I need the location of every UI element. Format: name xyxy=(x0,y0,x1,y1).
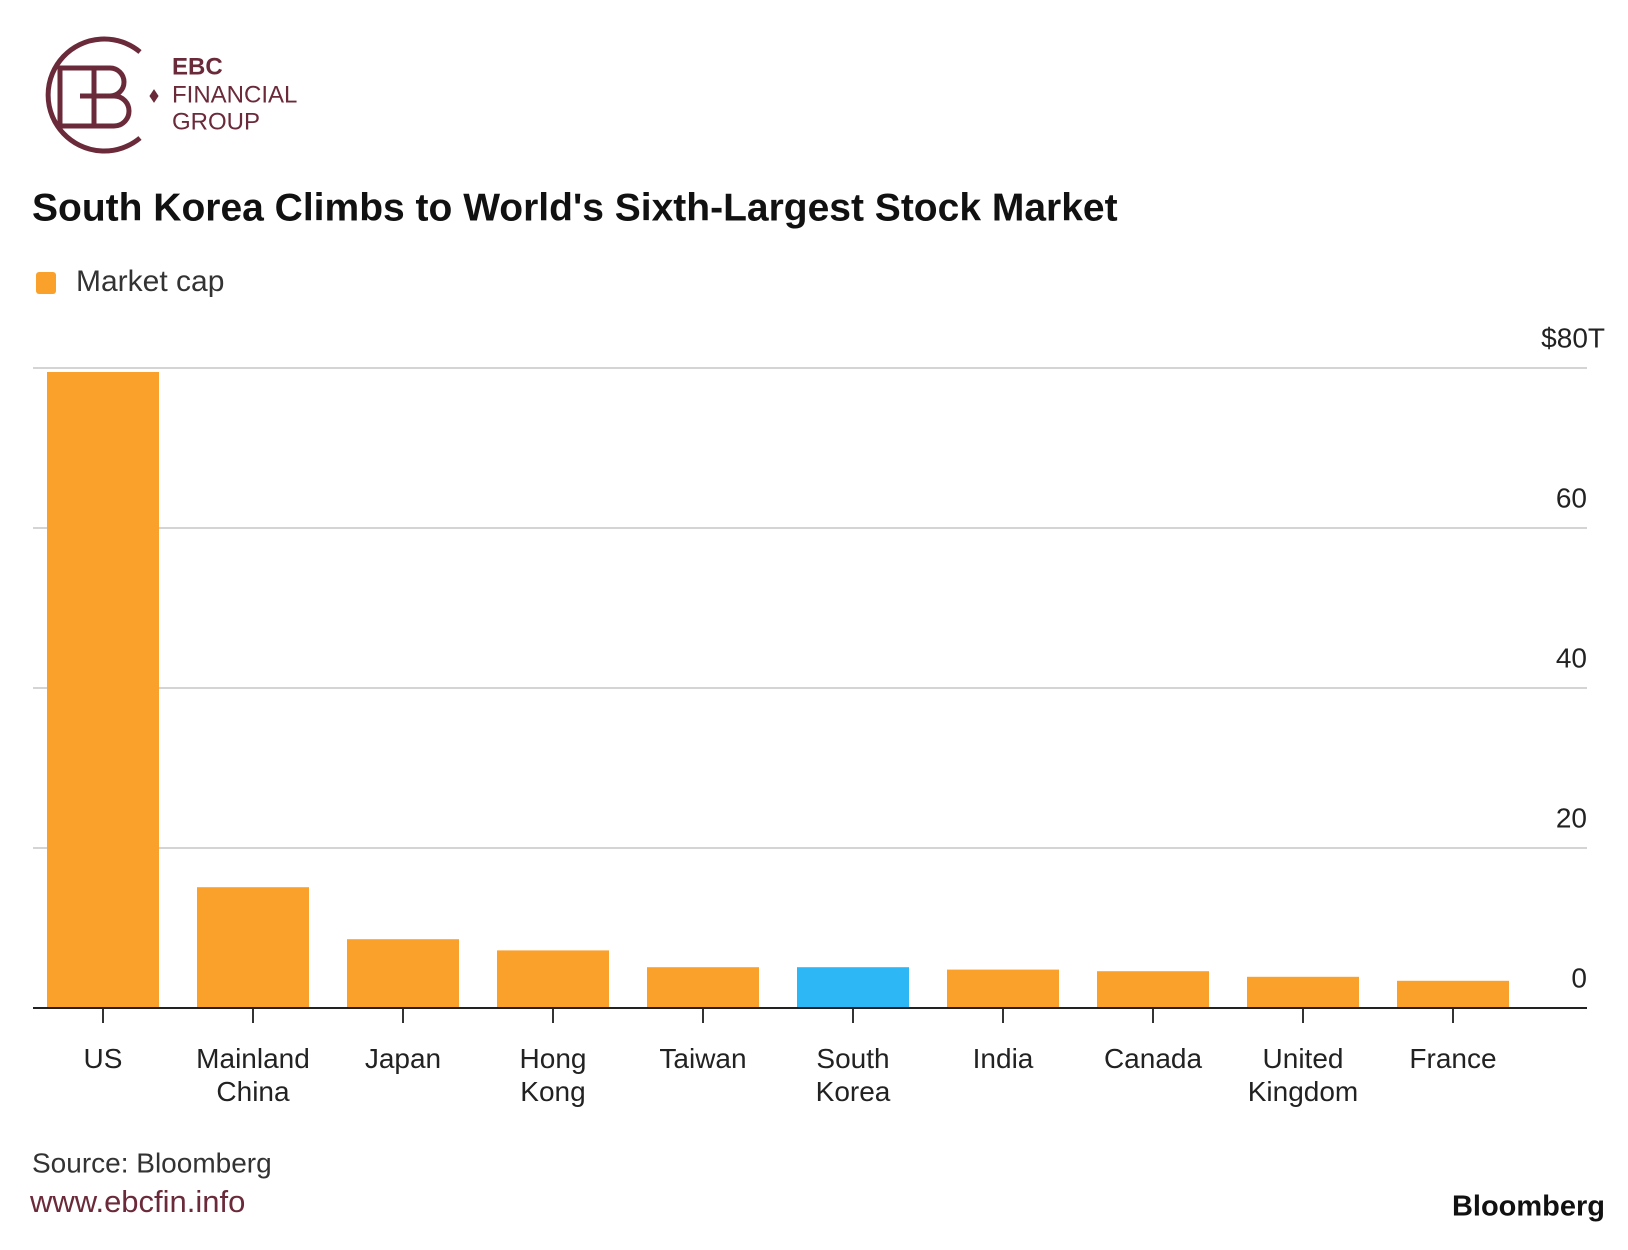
x-tick-label: Mainland China xyxy=(196,1043,310,1107)
chart-title: South Korea Climbs to World's Sixth-Larg… xyxy=(32,186,1118,229)
bar xyxy=(497,950,609,1008)
bar xyxy=(1397,980,1509,1008)
bar xyxy=(197,887,309,1008)
bar xyxy=(947,969,1059,1008)
credit: Bloomberg xyxy=(1452,1191,1605,1223)
bar xyxy=(347,939,459,1008)
y-tick-label: 20 xyxy=(1556,802,1587,833)
x-tick-label: Taiwan xyxy=(659,1043,747,1074)
y-tick-label: 40 xyxy=(1556,642,1587,673)
x-tick-label: South Korea xyxy=(815,1043,891,1107)
y-tick-label: 0 xyxy=(1571,962,1587,993)
bar xyxy=(1247,976,1359,1008)
legend-label: Market cap xyxy=(76,265,224,298)
x-tick-label: India xyxy=(972,1043,1034,1074)
x-tick-label: United Kingdom xyxy=(1247,1043,1359,1107)
bar xyxy=(47,372,159,1008)
brand-line: FINANCIAL xyxy=(172,81,297,108)
y-tick-label: $80T xyxy=(1541,322,1605,353)
bar xyxy=(797,967,909,1008)
bar xyxy=(647,967,759,1008)
bar xyxy=(1097,971,1209,1008)
url: www.ebcfin.info xyxy=(29,1184,245,1219)
x-tick-label: Japan xyxy=(364,1043,442,1074)
x-tick-label: Canada xyxy=(1103,1043,1203,1074)
legend-swatch xyxy=(36,272,56,294)
y-tick-label: 60 xyxy=(1556,482,1587,513)
source: Source: Bloomberg xyxy=(32,1147,272,1178)
x-tick-label: France xyxy=(1409,1043,1497,1074)
brand-line: EBC xyxy=(172,53,223,80)
x-tick-label: US xyxy=(83,1043,123,1074)
x-tick-label: Hong Kong xyxy=(519,1043,587,1107)
logo xyxy=(45,36,159,154)
brand-line: GROUP xyxy=(172,108,260,135)
